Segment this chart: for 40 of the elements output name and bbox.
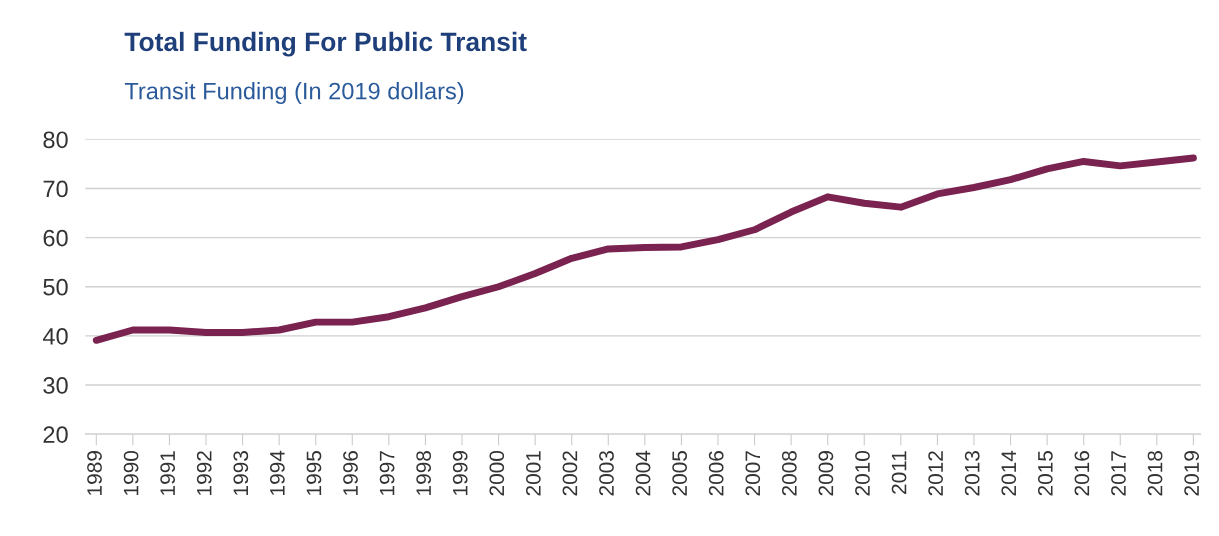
x-tick-label: 2001	[525, 451, 541, 496]
x-tick-label: 2012	[928, 451, 943, 496]
y-tick-label: 80	[43, 131, 68, 149]
x-tick-label: 1990	[123, 450, 139, 495]
x-tick-label: 2010	[855, 450, 870, 496]
x-tick-label: 2019	[1184, 451, 1199, 496]
y-tick-label: 50	[43, 278, 68, 296]
x-tick-label: 2013	[964, 451, 980, 496]
x-tick-label: 2003	[599, 451, 614, 496]
x-tick-label: 2009	[818, 451, 834, 496]
x-tick-label: 1999	[452, 451, 468, 495]
y-tick-label: 40	[42, 327, 68, 345]
x-tick-label: 1994	[269, 450, 285, 495]
x-tick-label: 1989	[87, 451, 102, 495]
x-tick-label: 2014	[1001, 450, 1017, 496]
x-tick-label: 1997	[379, 451, 395, 495]
y-tick-label: 20	[43, 426, 68, 443]
y-tick-label: 60	[43, 229, 68, 247]
x-tick-label: 2008	[781, 451, 797, 496]
x-tick-label: 1998	[416, 451, 432, 495]
chart-title: Total Funding For Public Transit	[124, 31, 527, 57]
x-tick-label: 2000	[489, 450, 505, 496]
x-tick-label: 2017	[1111, 451, 1126, 496]
x-tick-label: 2005	[672, 451, 688, 496]
x-tick-label: 1991	[160, 451, 176, 495]
x-tick-label: 2002	[562, 451, 578, 496]
chart-subtitle: Transit Funding (In 2019 dollars)	[124, 82, 464, 105]
x-tick-label: 1995	[306, 451, 322, 495]
x-tick-label: 2018	[1147, 451, 1163, 496]
x-tick-label: 1992	[196, 451, 212, 495]
x-tick-label: 2004	[635, 450, 651, 496]
x-tick-label: 2015	[1037, 451, 1053, 496]
y-tick-label: 30	[43, 377, 68, 394]
x-tick-label: 2006	[708, 451, 724, 496]
x-tick-label: 2007	[745, 451, 761, 496]
x-tick-label: 2011	[891, 451, 907, 494]
x-tick-label: 1996	[343, 451, 358, 495]
x-tick-label: 2016	[1074, 451, 1090, 496]
y-tick-label: 70	[43, 180, 68, 198]
x-tick-label: 1993	[233, 451, 249, 495]
